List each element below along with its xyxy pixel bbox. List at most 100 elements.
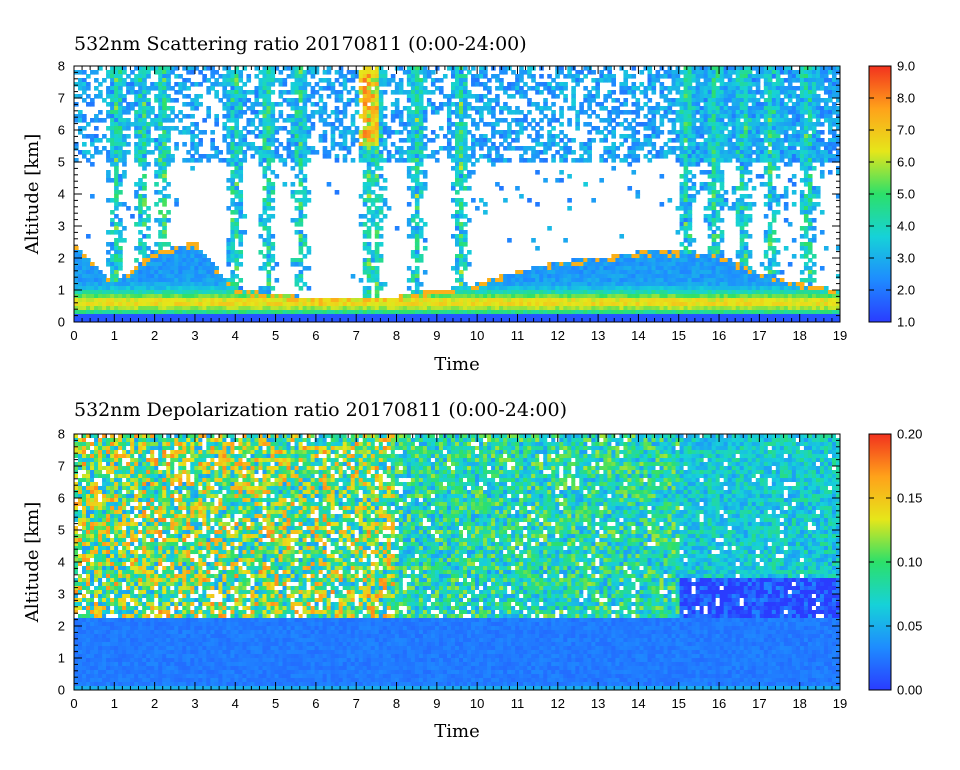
scattering-heatmap-cell <box>599 318 604 322</box>
scattering-heatmap-cell <box>611 98 617 103</box>
scattering-heatmap-cell <box>142 86 147 91</box>
scattering-heatmap-cell <box>198 294 203 299</box>
scattering-heatmap-cell <box>454 66 460 71</box>
scattering-heatmap-cell <box>595 78 600 83</box>
scattering-heatmap-cell <box>266 154 272 159</box>
scattering-heatmap-cell <box>647 74 653 79</box>
scattering-heatmap-cell <box>531 278 536 283</box>
scattering-heatmap-cell <box>378 110 384 115</box>
scattering-heatmap-cell <box>114 270 119 275</box>
scattering-heatmap-cell <box>366 230 372 235</box>
scattering-heatmap-cell <box>362 106 368 111</box>
scattering-heatmap-cell <box>190 250 195 255</box>
scattering-heatmap-cell <box>495 86 500 91</box>
scattering-heatmap-cell <box>623 310 629 315</box>
scattering-heatmap-cell <box>703 78 709 83</box>
scattering-heatmap-cell <box>679 182 685 187</box>
scattering-heatmap-cell <box>579 262 584 267</box>
scattering-heatmap-cell <box>483 122 488 127</box>
scattering-heatmap-cell <box>334 158 340 163</box>
scattering-heatmap-cell <box>222 126 227 131</box>
scattering-heatmap-cell <box>294 310 300 315</box>
scattering-heatmap-cell <box>366 82 372 87</box>
scattering-heatmap-cell <box>619 290 625 295</box>
scattering-heatmap-cell <box>146 318 151 322</box>
scattering-heatmap-cell <box>543 310 548 315</box>
scattering-heatmap-cell <box>202 314 207 319</box>
scattering-heatmap-cell <box>515 74 520 79</box>
scattering-heatmap-cell <box>703 186 709 191</box>
scattering-heatmap-cell <box>298 138 304 143</box>
scattering-heatmap-cell <box>190 282 195 287</box>
scattering-heatmap-cell <box>158 82 163 87</box>
scattering-heatmap-cell <box>266 306 272 311</box>
scattering-heatmap-cell <box>691 150 697 155</box>
scattering-heatmap-cell <box>611 82 617 87</box>
scattering-heatmap-cell <box>354 318 360 322</box>
scattering-heatmap-cell <box>459 86 464 91</box>
scattering-heatmap-cell <box>543 306 548 311</box>
scattering-heatmap-cell <box>234 106 240 111</box>
scattering-heatmap-cell <box>118 246 123 251</box>
scattering-heatmap-cell <box>691 238 697 243</box>
scattering-heatmap-cell <box>98 110 103 115</box>
scattering-heatmap-cell <box>635 86 641 91</box>
scattering-heatmap-cell <box>154 218 159 223</box>
scattering-heatmap-cell <box>174 306 179 311</box>
scattering-heatmap-cell <box>695 154 701 159</box>
scattering-heatmap-cell <box>278 90 284 95</box>
scattering-heatmap-cell <box>631 266 637 271</box>
scattering-heatmap-cell <box>639 274 645 279</box>
scattering-heatmap-cell <box>290 118 296 123</box>
scattering-heatmap-cell <box>370 198 376 203</box>
scattering-heatmap-cell <box>278 314 284 319</box>
scattering-heatmap-cell <box>491 106 496 111</box>
scattering-heatmap-cell <box>194 158 199 163</box>
scattering-heatmap-cell <box>366 170 372 175</box>
scattering-heatmap-cell <box>507 106 512 111</box>
scattering-heatmap-cell <box>382 74 388 79</box>
scattering-heatmap-cell <box>174 278 179 283</box>
scattering-heatmap-cell <box>366 94 372 99</box>
scattering-heatmap-cell <box>699 258 705 263</box>
scattering-heatmap-cell <box>595 126 600 131</box>
scattering-heatmap-cell <box>695 282 701 287</box>
scattering-heatmap-cell <box>523 118 528 123</box>
scattering-heatmap-cell <box>338 302 344 307</box>
scattering-heatmap-cell <box>290 314 296 319</box>
scattering-heatmap-cell <box>358 194 364 199</box>
scattering-heatmap-cell <box>282 98 288 103</box>
scattering-heatmap-cell <box>210 274 215 279</box>
scattering-heatmap-cell <box>206 310 211 315</box>
scattering-heatmap-cell <box>378 242 384 247</box>
scattering-heatmap-cell <box>459 230 464 235</box>
scattering-heatmap-cell <box>362 118 368 123</box>
scattering-heatmap-cell <box>679 266 685 271</box>
scattering-heatmap-cell <box>579 290 584 295</box>
scattering-heatmap-cell <box>511 138 516 143</box>
scattering-heatmap-cell <box>627 154 633 159</box>
scattering-heatmap-cell <box>515 302 520 307</box>
scattering-heatmap-cell <box>547 274 552 279</box>
scattering-heatmap-cell <box>595 286 600 291</box>
scattering-heatmap-cell <box>290 142 296 147</box>
scattering-heatmap-cell <box>346 98 352 103</box>
scattering-heatmap-cell <box>178 246 183 251</box>
scattering-heatmap-cell <box>254 90 260 95</box>
scattering-heatmap-cell <box>667 286 673 291</box>
scattering-heatmap-cell <box>422 106 428 111</box>
scattering-heatmap-cell <box>575 310 580 315</box>
scattering-heatmap-cell <box>210 82 215 87</box>
scattering-heatmap-cell <box>422 270 428 275</box>
scattering-heatmap-cell <box>142 114 147 119</box>
scattering-heatmap-cell <box>414 194 420 199</box>
scattering-heatmap-cell <box>643 90 649 95</box>
scattering-heatmap-cell <box>114 254 119 259</box>
scattering-heatmap-cell <box>487 102 492 107</box>
scattering-heatmap-cell <box>599 274 604 279</box>
scattering-heatmap-cell <box>370 174 376 179</box>
scattering-heatmap-cell <box>639 310 645 315</box>
scattering-heatmap-cell <box>106 318 111 322</box>
scattering-heatmap-cell <box>651 122 657 127</box>
scattering-heatmap-cell <box>350 274 356 279</box>
